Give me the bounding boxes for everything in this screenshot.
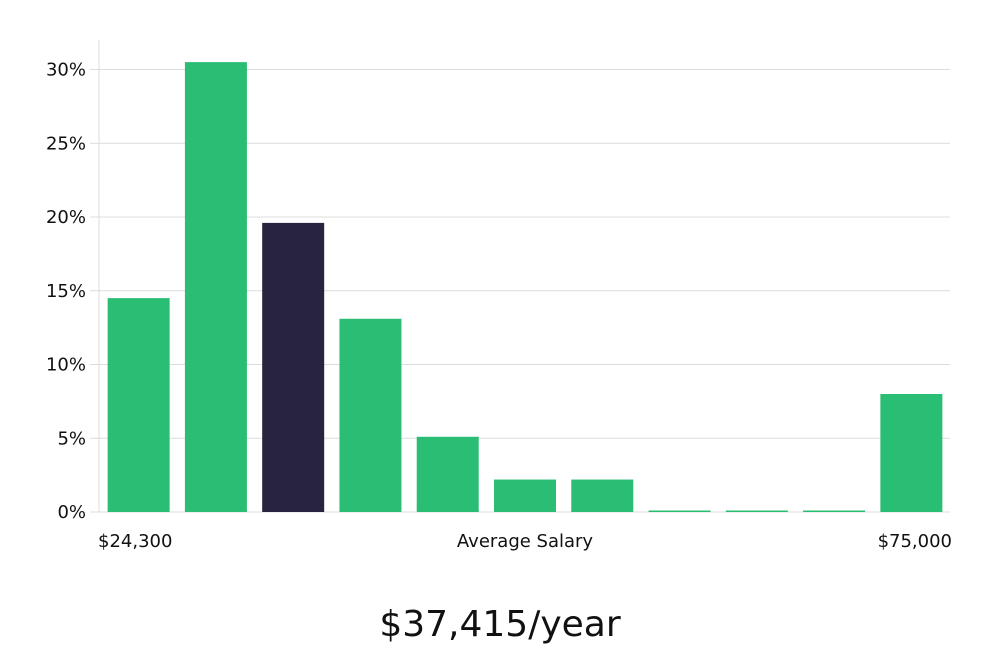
average-salary-value: $37,415/year: [379, 604, 621, 645]
bar: [339, 318, 402, 512]
y-tick-label: 15%: [46, 281, 86, 302]
bar: [803, 510, 866, 512]
y-tick-label: 20%: [46, 207, 86, 228]
y-tick-label: 25%: [46, 133, 86, 154]
bar: [184, 62, 247, 512]
bar-highlighted: [262, 222, 325, 512]
bar: [725, 510, 788, 512]
y-tick-label: 0%: [57, 502, 86, 523]
y-tick-layer: 0% 5% 10% 15% 20% 25% 30%: [46, 60, 86, 524]
y-tick-label: 30%: [46, 60, 86, 81]
x-min-label: $24,300: [98, 531, 172, 552]
bar-layer: [107, 62, 943, 512]
bar: [648, 510, 711, 512]
bar: [571, 479, 634, 512]
x-max-label: $75,000: [878, 531, 952, 552]
x-axis-title: Average Salary: [457, 531, 594, 552]
bar: [416, 436, 479, 512]
y-tick-label: 5%: [57, 428, 86, 449]
x-axis-layer: $24,300 Average Salary $75,000: [98, 531, 952, 552]
bar: [494, 479, 556, 512]
bar: [880, 394, 943, 512]
y-tick-label: 10%: [46, 355, 86, 376]
bar: [107, 298, 170, 512]
chart-canvas: 0% 5% 10% 15% 20% 25% 30% $24,300 Average Sala…: [46, 40, 952, 552]
salary-histogram: 0% 5% 10% 15% 20% 25% 30% $24,300 Average Sala…: [46, 40, 952, 552]
